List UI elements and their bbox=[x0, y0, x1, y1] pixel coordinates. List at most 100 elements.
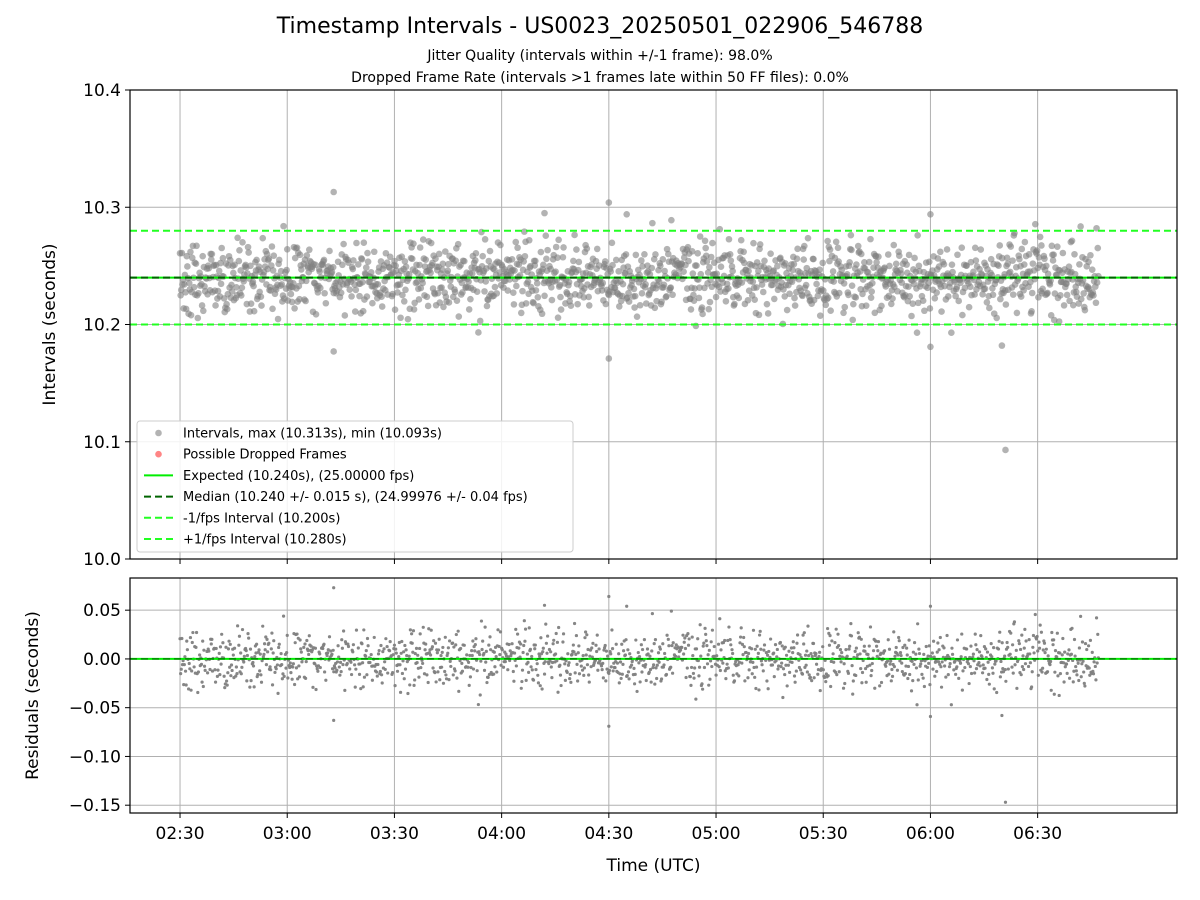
residual-point bbox=[833, 670, 838, 674]
residual-point bbox=[652, 663, 656, 667]
interval-point bbox=[554, 314, 562, 321]
interval-point bbox=[652, 251, 659, 258]
residual-point bbox=[311, 685, 315, 689]
residual-point bbox=[1052, 638, 1056, 642]
residual-point bbox=[410, 632, 414, 636]
residual-point bbox=[369, 652, 373, 657]
residual-point bbox=[501, 665, 506, 669]
interval-point bbox=[269, 267, 277, 274]
interval-point bbox=[938, 308, 945, 315]
residual-point bbox=[917, 647, 921, 651]
residual-point bbox=[225, 683, 229, 687]
residual-point bbox=[1053, 649, 1058, 653]
residual-point bbox=[792, 674, 797, 678]
residual-point bbox=[998, 675, 1002, 679]
interval-point bbox=[689, 270, 697, 277]
residual-point bbox=[1065, 671, 1069, 675]
interval-point bbox=[888, 300, 895, 308]
interval-point bbox=[391, 306, 399, 314]
residual-point bbox=[188, 667, 192, 671]
residual-point bbox=[868, 625, 873, 629]
interval-point bbox=[1090, 292, 1097, 299]
residual-point bbox=[851, 679, 855, 683]
residual-point bbox=[460, 661, 464, 665]
residual-point bbox=[325, 653, 329, 658]
residual-point bbox=[293, 641, 297, 645]
interval-point bbox=[512, 238, 520, 246]
residual-point bbox=[185, 648, 189, 652]
interval-point bbox=[790, 260, 798, 268]
interval-point bbox=[399, 291, 406, 299]
legend-interval-marker bbox=[155, 429, 162, 437]
interval-point bbox=[510, 301, 518, 308]
residual-point bbox=[712, 644, 716, 649]
residual-point bbox=[911, 679, 915, 683]
residual-point bbox=[728, 637, 732, 642]
residual-point bbox=[836, 632, 840, 636]
interval-point bbox=[554, 254, 561, 261]
residual-point bbox=[449, 664, 453, 669]
interval-point bbox=[348, 293, 355, 300]
residual-point bbox=[481, 639, 485, 643]
residual-point bbox=[487, 643, 491, 647]
residual-point bbox=[607, 594, 611, 599]
residual-point bbox=[837, 643, 841, 648]
interval-point bbox=[919, 297, 927, 304]
residual-point bbox=[597, 647, 601, 651]
residual-point bbox=[332, 670, 336, 674]
interval-point bbox=[998, 254, 1006, 262]
residual-point bbox=[969, 671, 974, 676]
residual-point bbox=[447, 678, 451, 682]
interval-point bbox=[1002, 446, 1009, 454]
residual-point bbox=[497, 644, 501, 649]
interval-point bbox=[1028, 289, 1036, 297]
interval-point bbox=[298, 266, 305, 273]
residual-point bbox=[375, 670, 379, 674]
interval-point bbox=[911, 254, 918, 262]
residual-point bbox=[821, 668, 825, 672]
residual-point bbox=[1061, 661, 1066, 665]
residual-point bbox=[413, 651, 417, 656]
residual-point bbox=[1062, 680, 1066, 684]
residual-point bbox=[827, 643, 832, 647]
interval-point bbox=[972, 257, 980, 264]
interval-point bbox=[763, 300, 771, 308]
residual-point bbox=[307, 652, 311, 657]
residual-point bbox=[397, 654, 401, 659]
residual-point bbox=[520, 679, 524, 684]
residual-point bbox=[573, 671, 577, 675]
interval-point bbox=[259, 234, 267, 242]
residual-point bbox=[538, 654, 542, 659]
residual-point bbox=[589, 665, 593, 669]
residual-point bbox=[1091, 669, 1095, 673]
residual-point bbox=[470, 649, 474, 653]
residual-point bbox=[1096, 632, 1100, 636]
residual-point bbox=[336, 644, 340, 648]
residual-point bbox=[833, 641, 837, 645]
residual-point bbox=[378, 669, 382, 674]
residual-point bbox=[707, 683, 711, 687]
interval-point bbox=[820, 287, 827, 294]
residual-point bbox=[544, 622, 548, 626]
residual-point bbox=[1061, 636, 1065, 641]
residual-point bbox=[757, 633, 762, 637]
interval-point bbox=[693, 262, 700, 269]
interval-point bbox=[905, 283, 912, 290]
residual-point bbox=[582, 673, 586, 677]
interval-point bbox=[226, 256, 234, 264]
residual-point bbox=[591, 641, 595, 645]
interval-point bbox=[1031, 220, 1039, 228]
residual-point bbox=[680, 645, 684, 650]
residual-point bbox=[674, 643, 678, 647]
residual-point bbox=[535, 662, 539, 666]
interval-point bbox=[1068, 237, 1076, 245]
residual-point bbox=[903, 672, 908, 676]
residual-point bbox=[689, 665, 694, 670]
residual-point bbox=[684, 675, 688, 680]
residual-point bbox=[876, 639, 881, 644]
residual-point bbox=[699, 654, 703, 658]
residual-point bbox=[581, 653, 585, 658]
interval-point bbox=[890, 241, 898, 249]
interval-point bbox=[892, 260, 900, 268]
residual-point bbox=[939, 665, 943, 669]
